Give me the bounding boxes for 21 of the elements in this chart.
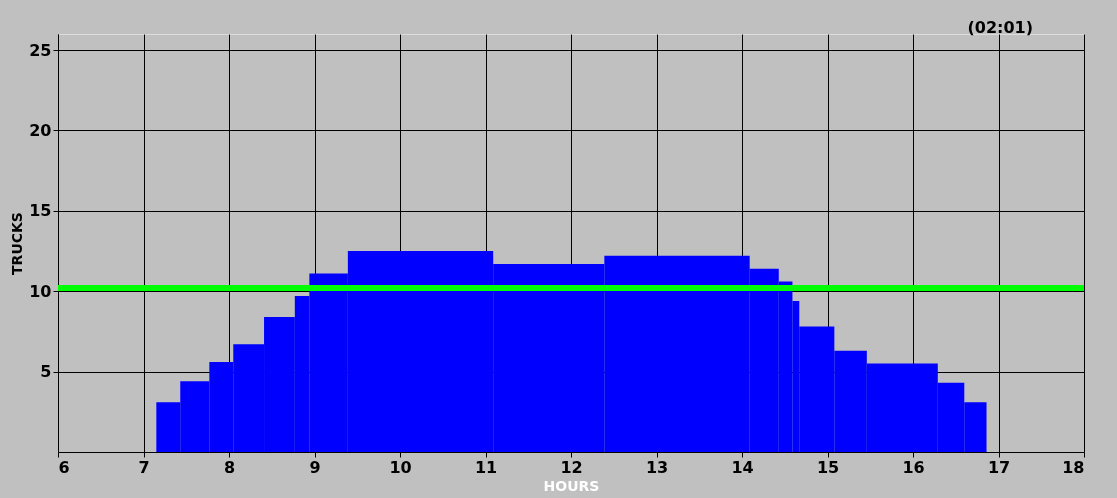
x-axis-title: HOURS: [543, 477, 600, 494]
x-tick-label: 17: [987, 457, 1011, 477]
x-tick-label: 18: [1062, 457, 1085, 477]
x-tick-label: 12: [560, 457, 583, 477]
y-tick-label: 20: [29, 120, 52, 140]
annotation: (02:01): [967, 18, 1033, 37]
x-tick-label: 8: [223, 457, 236, 477]
x-tick-label: 14: [731, 457, 754, 477]
x-tick-label: 11: [474, 457, 498, 477]
x-tick-label: 7: [138, 457, 150, 477]
y-tick-label: 25: [29, 40, 52, 60]
x-tick-label: 6: [58, 457, 70, 477]
y-tick-label: 10: [29, 281, 52, 301]
y-axis-title: TRUCKS: [9, 212, 26, 275]
x-tick-label: 15: [816, 457, 840, 477]
y-tick-label: 5: [40, 362, 52, 382]
x-tick-label: 16: [902, 457, 925, 477]
x-tick-label: 13: [645, 457, 669, 477]
y-tick-label: 15: [29, 201, 52, 221]
x-tick-label: 9: [309, 457, 321, 477]
x-tick-label: 10: [389, 457, 412, 477]
